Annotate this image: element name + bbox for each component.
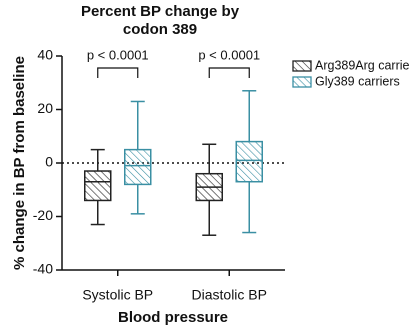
bracket [208, 67, 250, 78]
y-tick-label: 20 [37, 100, 53, 116]
y-tick-label: 0 [45, 154, 53, 170]
chart-title: Percent BP change by codon 389 [81, 3, 240, 38]
y-tick-label: 40 [37, 47, 53, 63]
y-axis-title: % change in BP from baseline [11, 56, 28, 270]
y-tick-label: -20 [33, 207, 53, 223]
box [124, 148, 152, 186]
legend-swatch [292, 60, 312, 72]
annotation: p < 0.0001 [87, 47, 149, 62]
annotation: p < 0.0001 [198, 47, 260, 62]
box [235, 140, 263, 183]
bracket [97, 67, 139, 78]
x-tick-label: Systolic BP [82, 287, 153, 303]
box [84, 170, 112, 202]
x-axis-title: Blood pressure [118, 309, 228, 326]
legend-swatch [292, 76, 312, 88]
y-tick-label: -40 [33, 261, 53, 277]
legend-label: Arg389Arg carriers [315, 58, 410, 72]
legend-label: Gly389 carriers [315, 74, 400, 88]
x-tick-label: Diastolic BP [192, 287, 267, 303]
